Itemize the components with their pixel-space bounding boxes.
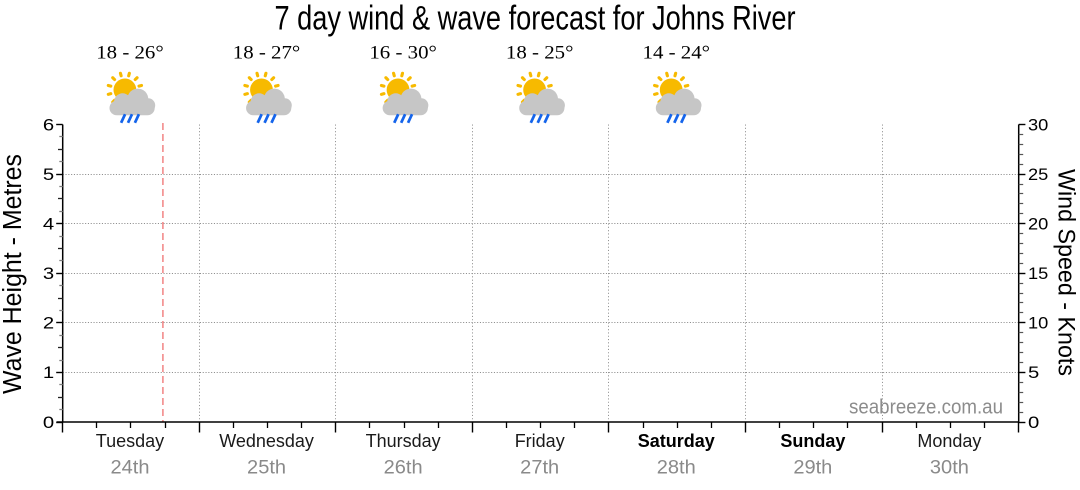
svg-text:seabreeze.com.au: seabreeze.com.au (849, 397, 1003, 419)
svg-text:3: 3 (43, 265, 54, 283)
svg-text:25th: 25th (247, 458, 286, 479)
svg-text:Wind Speed - Knots: Wind Speed - Knots (1052, 169, 1079, 376)
svg-text:24th: 24th (110, 458, 149, 479)
svg-text:5: 5 (43, 166, 54, 184)
svg-text:Thursday: Thursday (366, 431, 441, 451)
svg-text:Friday: Friday (515, 431, 565, 451)
svg-text:20: 20 (1028, 215, 1048, 233)
svg-text:29th: 29th (793, 458, 832, 479)
svg-text:Tuesday: Tuesday (96, 431, 164, 451)
svg-text:5: 5 (1028, 364, 1039, 382)
svg-text:1: 1 (43, 364, 54, 382)
svg-text:18 - 25°: 18 - 25° (506, 43, 574, 64)
svg-text:16 - 30°: 16 - 30° (369, 43, 437, 64)
svg-text:Saturday: Saturday (638, 431, 715, 451)
svg-text:30th: 30th (930, 458, 969, 479)
svg-text:15: 15 (1028, 265, 1048, 283)
svg-text:28th: 28th (657, 458, 696, 479)
svg-text:10: 10 (1028, 315, 1048, 333)
svg-text:Monday: Monday (917, 431, 981, 451)
svg-text:0: 0 (43, 414, 54, 432)
svg-text:25: 25 (1028, 166, 1048, 184)
svg-text:7 day wind & wave forecast for: 7 day wind & wave forecast for Johns Riv… (275, 0, 796, 38)
svg-text:4: 4 (43, 215, 54, 233)
svg-text:Wednesday: Wednesday (219, 431, 314, 451)
svg-text:Sunday: Sunday (780, 431, 845, 451)
svg-text:30: 30 (1028, 116, 1048, 134)
svg-text:18 - 26°: 18 - 26° (96, 43, 164, 64)
svg-text:Wave Height - Metres: Wave Height - Metres (0, 154, 27, 394)
svg-text:26th: 26th (384, 458, 423, 479)
svg-text:0: 0 (1028, 414, 1039, 432)
svg-text:2: 2 (43, 315, 54, 333)
svg-text:27th: 27th (520, 458, 559, 479)
svg-text:6: 6 (43, 116, 54, 134)
svg-text:18 - 27°: 18 - 27° (233, 43, 301, 64)
svg-text:14 - 24°: 14 - 24° (643, 43, 711, 64)
